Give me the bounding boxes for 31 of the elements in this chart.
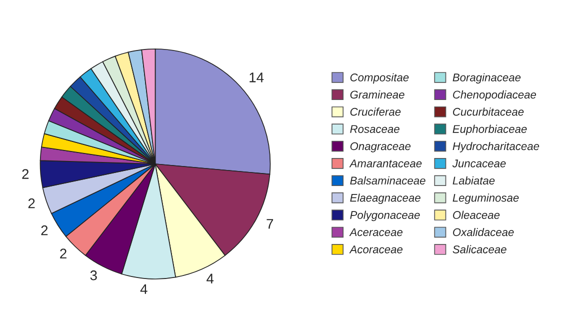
legend-label: Elaeagnaceae <box>350 194 420 204</box>
legend-label: Balsaminaceae <box>350 176 426 185</box>
legend-label: Cruciferae <box>350 108 401 116</box>
data-label: 4 <box>140 284 148 294</box>
legend-label: Amarantaceae <box>349 160 422 168</box>
legend-label: Oleaceae <box>453 210 500 219</box>
data-label: 2 <box>41 225 48 236</box>
legend-label: Oxalidaceae <box>453 228 514 236</box>
legend-label: Aceraceae <box>349 228 402 236</box>
legend-label: Euphorbiaceae <box>452 124 527 136</box>
legend-label: Salicaceae <box>452 245 506 254</box>
legend-label: Boraginaceae <box>452 73 521 84</box>
legend-label: Onagraceae <box>350 142 411 152</box>
legend-label: Chenopodiaceae <box>453 90 536 101</box>
legend-label: Polygonaceae <box>350 210 420 222</box>
data-label: 3 <box>90 270 97 280</box>
legend-label: Rosaceae <box>350 125 400 133</box>
data-label: 2 <box>28 198 35 208</box>
legend-label: Acoraceae <box>349 246 402 254</box>
legend-label: Hydrocharitaceae <box>452 142 540 152</box>
legend-label: Cucurbitaceae <box>453 108 524 116</box>
legend-label: Gramineae <box>350 90 404 99</box>
legend-label: Juncaceae <box>452 160 506 168</box>
data-label: 2 <box>60 248 66 258</box>
legend-label: Labiatae <box>452 176 495 185</box>
data-label: 14 <box>250 72 264 82</box>
data-label: 2 <box>22 169 29 179</box>
data-label: 7 <box>266 219 274 229</box>
legend-label: Leguminosae <box>452 194 519 204</box>
data-label: 4 <box>206 274 214 284</box>
legend-label: Compositae <box>350 73 409 84</box>
